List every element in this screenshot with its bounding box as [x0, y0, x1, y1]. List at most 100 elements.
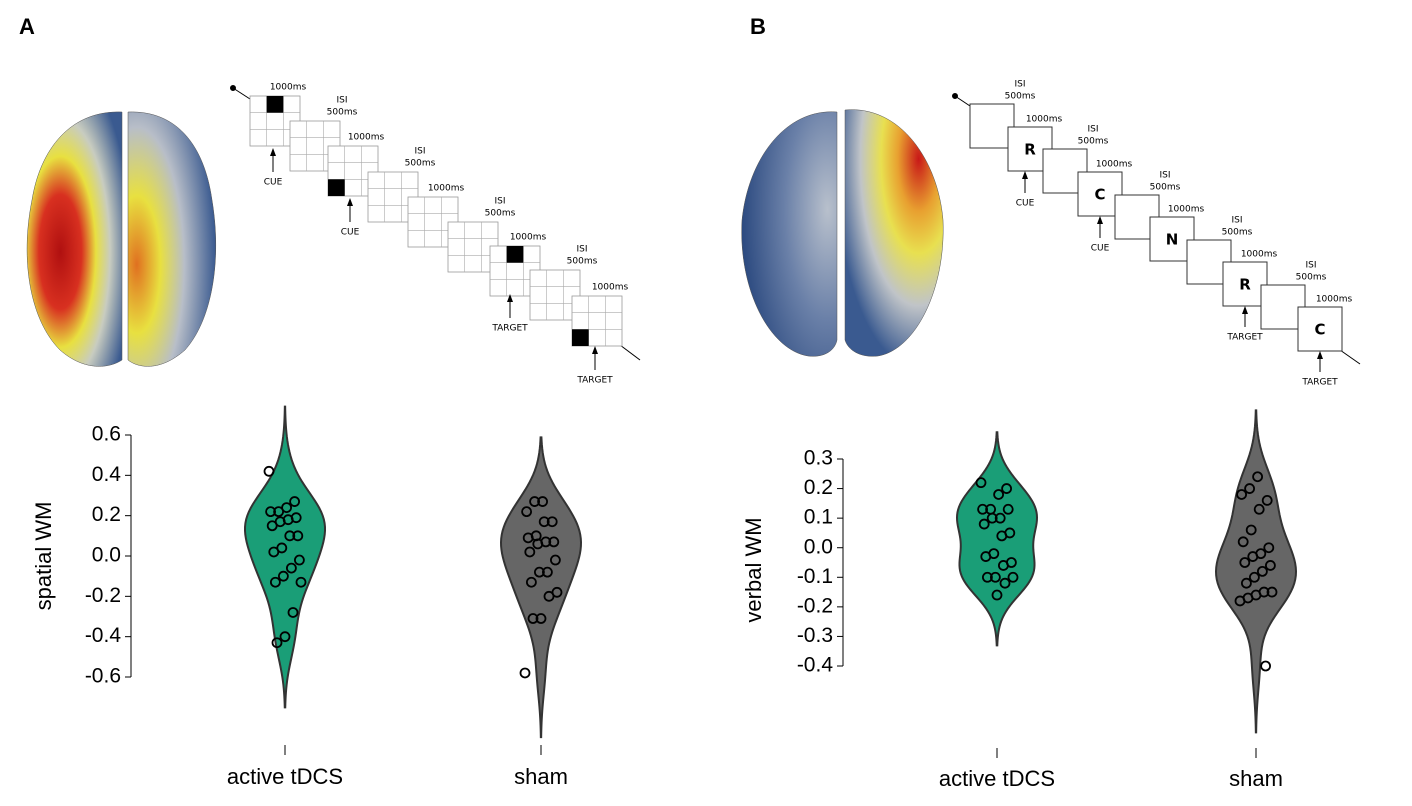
data-point	[996, 530, 1008, 542]
data-point	[271, 637, 283, 649]
stimulus-letter: C	[1314, 321, 1325, 339]
data-point	[527, 613, 539, 624]
task-frame	[969, 103, 1015, 149]
data-point	[295, 576, 307, 588]
data-point	[980, 551, 992, 562]
stimulus-square	[506, 246, 524, 263]
duration-label: 500ms	[1005, 92, 1036, 102]
data-point	[986, 512, 998, 524]
data-point	[537, 496, 548, 507]
duration-label: 1000ms	[348, 133, 385, 143]
data-point	[1234, 595, 1246, 607]
duration-label: 500ms	[327, 108, 358, 118]
data-point	[1237, 536, 1249, 548]
y-tick-label: 0.6	[92, 423, 121, 446]
duration-label: 500ms	[567, 257, 598, 267]
duration-label: 1000ms	[510, 233, 547, 243]
y-tick-label: 0.3	[804, 447, 833, 470]
data-point	[1257, 565, 1268, 577]
data-point	[534, 566, 545, 578]
data-point	[293, 554, 305, 566]
panel-label: A	[19, 14, 35, 39]
duration-label: ISI	[1159, 171, 1170, 181]
data-point	[266, 520, 278, 532]
marker-label: CUE	[1016, 199, 1035, 209]
y-tick-label: -0.2	[85, 584, 121, 607]
data-point	[519, 667, 531, 679]
duration-label: 1000ms	[270, 83, 307, 93]
marker-label: TARGET	[1301, 378, 1338, 388]
data-point	[1249, 571, 1260, 583]
data-point	[999, 577, 1011, 589]
marker-arrow-head	[270, 148, 276, 156]
x-tick-label: active tDCS	[939, 766, 1055, 791]
data-point	[977, 503, 988, 515]
data-point	[542, 566, 553, 578]
data-point	[287, 607, 299, 618]
duration-label: ISI	[1231, 216, 1242, 226]
data-point	[265, 506, 277, 518]
data-point	[546, 516, 558, 528]
data-point	[1253, 503, 1265, 515]
data-point	[1001, 483, 1012, 494]
data-point	[538, 516, 550, 528]
marker-arrow-head	[1317, 351, 1323, 359]
stimulus-letter: R	[1239, 276, 1251, 294]
data-point	[263, 465, 275, 477]
duration-label: 500ms	[1222, 228, 1253, 238]
y-tick-label: -0.2	[797, 594, 833, 617]
data-point	[1245, 524, 1257, 536]
duration-label: 500ms	[405, 159, 436, 169]
y-tick-label: -0.1	[797, 565, 833, 588]
data-point	[994, 512, 1006, 524]
duration-label: 1000ms	[428, 184, 465, 194]
duration-label: ISI	[494, 197, 505, 207]
data-point	[1265, 560, 1276, 571]
duration-label: 1000ms	[1026, 115, 1063, 125]
data-point	[522, 532, 534, 544]
data-point	[273, 506, 285, 518]
data-point	[1260, 660, 1271, 672]
data-point	[550, 554, 561, 566]
data-point	[991, 589, 1003, 601]
stimulus-letter: R	[1024, 141, 1036, 159]
y-tick-label: 0.0	[92, 544, 121, 567]
duration-label: ISI	[576, 245, 587, 255]
stimulus-square	[328, 179, 345, 196]
data-point	[1266, 586, 1278, 598]
data-point	[1239, 557, 1251, 568]
data-point	[289, 496, 301, 507]
data-point	[284, 530, 296, 542]
violin	[955, 431, 1039, 647]
data-point	[1261, 494, 1273, 506]
data-point	[975, 477, 987, 489]
y-tick-label: -0.4	[85, 624, 122, 647]
y-tick-label: -0.4	[797, 654, 834, 677]
y-axis-label: spatial WM	[31, 502, 56, 611]
violin	[499, 436, 583, 739]
data-point	[1007, 571, 1019, 583]
marker-arrow-head	[1242, 306, 1248, 314]
y-tick-label: 0.2	[92, 503, 121, 526]
data-point	[1244, 483, 1255, 494]
duration-label: ISI	[414, 147, 425, 157]
duration-label: 1000ms	[1168, 205, 1205, 215]
data-point	[532, 538, 544, 550]
data-point	[1252, 471, 1263, 483]
duration-label: 500ms	[485, 209, 516, 219]
data-point	[1241, 577, 1252, 589]
marker-arrow-head	[507, 294, 513, 302]
marker-arrow-head	[1022, 171, 1028, 179]
duration-label: 500ms	[1078, 137, 1109, 147]
duration-label: 1000ms	[1316, 295, 1353, 305]
duration-label: 500ms	[1296, 273, 1327, 283]
data-point	[535, 613, 547, 624]
violin	[1214, 409, 1298, 734]
duration-label: ISI	[1087, 125, 1098, 135]
data-point	[993, 489, 1004, 500]
y-tick-label: 0.2	[804, 476, 833, 499]
y-tick-label: 0.0	[804, 535, 833, 558]
task-arrow	[230, 85, 1361, 365]
data-point	[548, 536, 560, 548]
